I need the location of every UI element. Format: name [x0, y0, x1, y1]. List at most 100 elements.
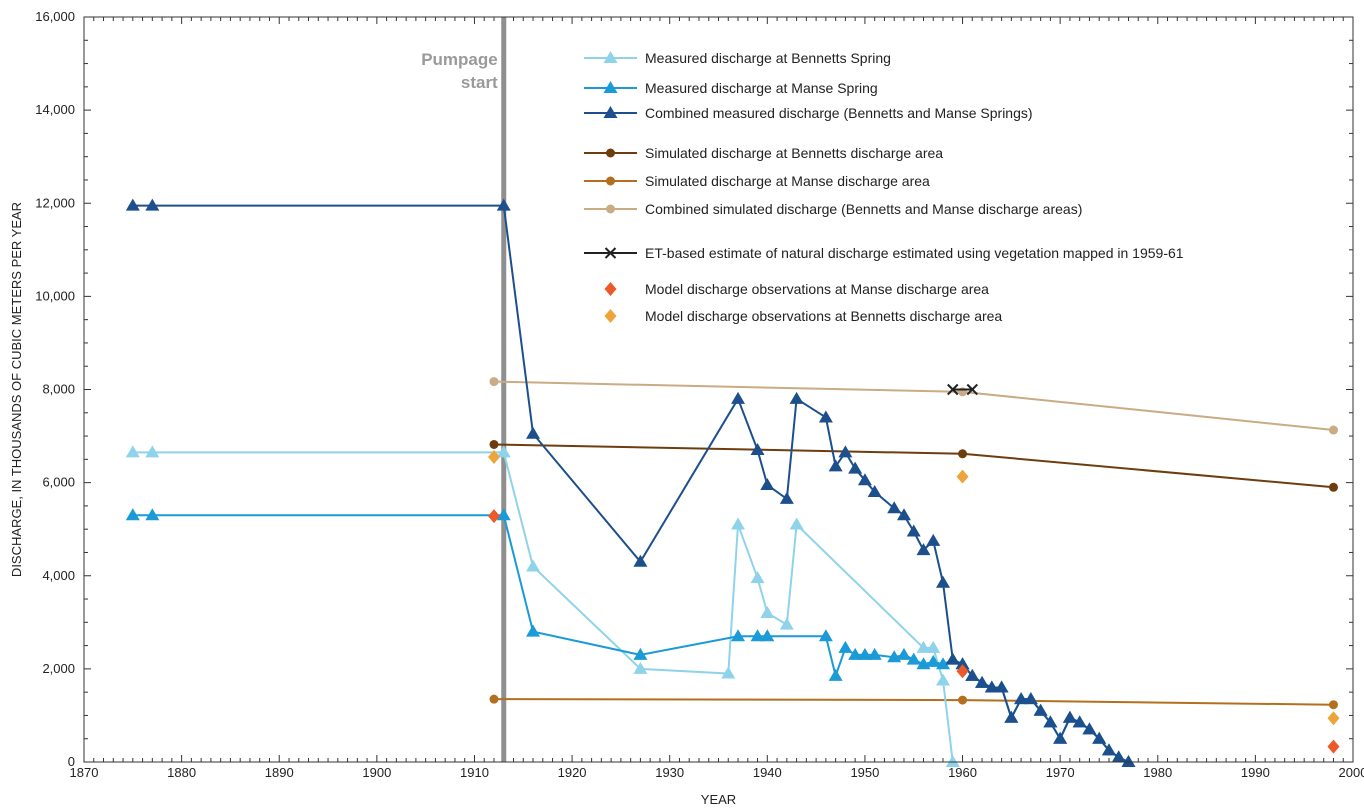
data-point: [1121, 755, 1136, 767]
data-point: [994, 680, 1009, 693]
series-line: [132, 514, 1129, 763]
legend-marker: [604, 309, 617, 323]
data-point: [828, 459, 843, 472]
data-point: [1101, 743, 1116, 756]
legend-label: Measured discharge at Bennetts Spring: [645, 50, 891, 66]
legend-entry-6: ET-based estimate of natural discharge e…: [584, 245, 1184, 261]
x-marker-stroke: [947, 383, 959, 396]
data-point: [731, 629, 746, 642]
data-point: [947, 383, 959, 396]
legend-entry-1: Measured discharge at Manse Spring: [584, 80, 878, 96]
legend-label: Combined simulated discharge (Bennetts a…: [645, 201, 1082, 217]
data-point: [975, 675, 990, 688]
data-point: [789, 391, 804, 404]
data-point: [789, 517, 804, 530]
series-3: [489, 439, 1338, 492]
x-tick-label: 1990: [1241, 765, 1270, 780]
data-point: [487, 509, 500, 524]
data-point: [489, 377, 499, 387]
series-2: [125, 198, 1136, 767]
data-point: [779, 491, 794, 504]
data-point: [857, 647, 872, 660]
data-point: [838, 445, 853, 458]
x-tick-label: 1920: [558, 765, 587, 780]
data-point: [496, 508, 511, 521]
data-point: [489, 694, 499, 704]
data-point: [867, 484, 882, 497]
data-point: [896, 508, 911, 521]
data-point: [818, 629, 833, 642]
data-point: [945, 755, 960, 767]
series-0: [125, 445, 960, 767]
data-point: [750, 629, 765, 642]
legend-label: ET-based estimate of natural discharge e…: [645, 245, 1184, 261]
data-point: [750, 571, 765, 584]
data-point: [125, 508, 140, 521]
data-point: [145, 445, 160, 458]
data-point: [526, 426, 541, 439]
data-point: [956, 469, 969, 484]
legend-marker: [603, 51, 618, 63]
data-point: [936, 657, 951, 670]
data-point: [848, 647, 863, 660]
legend-marker: [603, 106, 618, 118]
data-point: [838, 640, 853, 653]
y-tick-label: 6,000: [42, 475, 75, 490]
legend-label: Model discharge observations at Manse di…: [645, 281, 989, 297]
data-point: [760, 606, 775, 618]
data-point: [965, 668, 980, 681]
legend-marker: [606, 148, 615, 158]
data-point: [760, 629, 775, 642]
data-point: [896, 647, 911, 660]
series-line: [493, 380, 1334, 432]
data-point: [779, 617, 794, 630]
data-point: [526, 559, 541, 572]
series-4: [489, 694, 1338, 710]
legend-label: Measured discharge at Manse Spring: [645, 80, 878, 96]
data-point: [633, 661, 648, 674]
x-tick-label: 1900: [362, 765, 391, 780]
data-point: [1004, 710, 1019, 723]
x-tick-label: 1910: [460, 765, 489, 780]
legend-label: Simulated discharge at Manse discharge a…: [645, 173, 930, 189]
data-point: [1072, 715, 1087, 728]
data-point: [887, 501, 902, 514]
data-point: [867, 647, 882, 660]
tick-labels: 1870 1880 1890 1900 1910 1920 1930 1940 1950 1960…: [35, 9, 1364, 780]
y-tick-label: 12,000: [35, 195, 75, 210]
y-axis-title: DISCHARGE, IN THOUSANDS OF CUBIC METERS …: [9, 202, 24, 577]
data-point: [818, 410, 833, 423]
data-point: [526, 624, 541, 637]
data-point: [1033, 703, 1048, 716]
legend: Measured discharge at Bennetts Spring Mea…: [584, 50, 1184, 324]
data-point: [1023, 692, 1038, 705]
data-point: [489, 439, 499, 449]
legend-marker: [606, 176, 615, 186]
data-point: [958, 695, 968, 705]
legend-marker: [604, 247, 617, 259]
series-5: [489, 377, 1338, 435]
data-point: [916, 543, 931, 556]
axis-ticks: [83, 16, 1354, 763]
legend-entry-2: Combined measured discharge (Bennetts an…: [584, 105, 1033, 121]
y-tick-label: 8,000: [42, 382, 75, 397]
y-tick-label: 4,000: [42, 568, 75, 583]
data-point: [760, 477, 775, 490]
data-point: [1043, 715, 1058, 728]
data-point: [721, 666, 736, 679]
y-tick-label: 0: [68, 754, 75, 769]
legend-label: Combined measured discharge (Bennetts an…: [645, 105, 1033, 121]
data-point: [926, 533, 941, 546]
data-point: [926, 640, 941, 653]
data-point: [828, 668, 843, 681]
data-point: [750, 443, 765, 456]
data-point: [848, 461, 863, 474]
data-point: [966, 383, 979, 396]
data-point: [1092, 731, 1107, 744]
x-tick-label: 1970: [1046, 765, 1075, 780]
data-point: [955, 657, 970, 670]
data-point: [936, 673, 951, 686]
x-tick-label: 1880: [167, 765, 196, 780]
y-tick-label: 10,000: [35, 288, 75, 303]
x-marker-stroke: [966, 383, 979, 396]
